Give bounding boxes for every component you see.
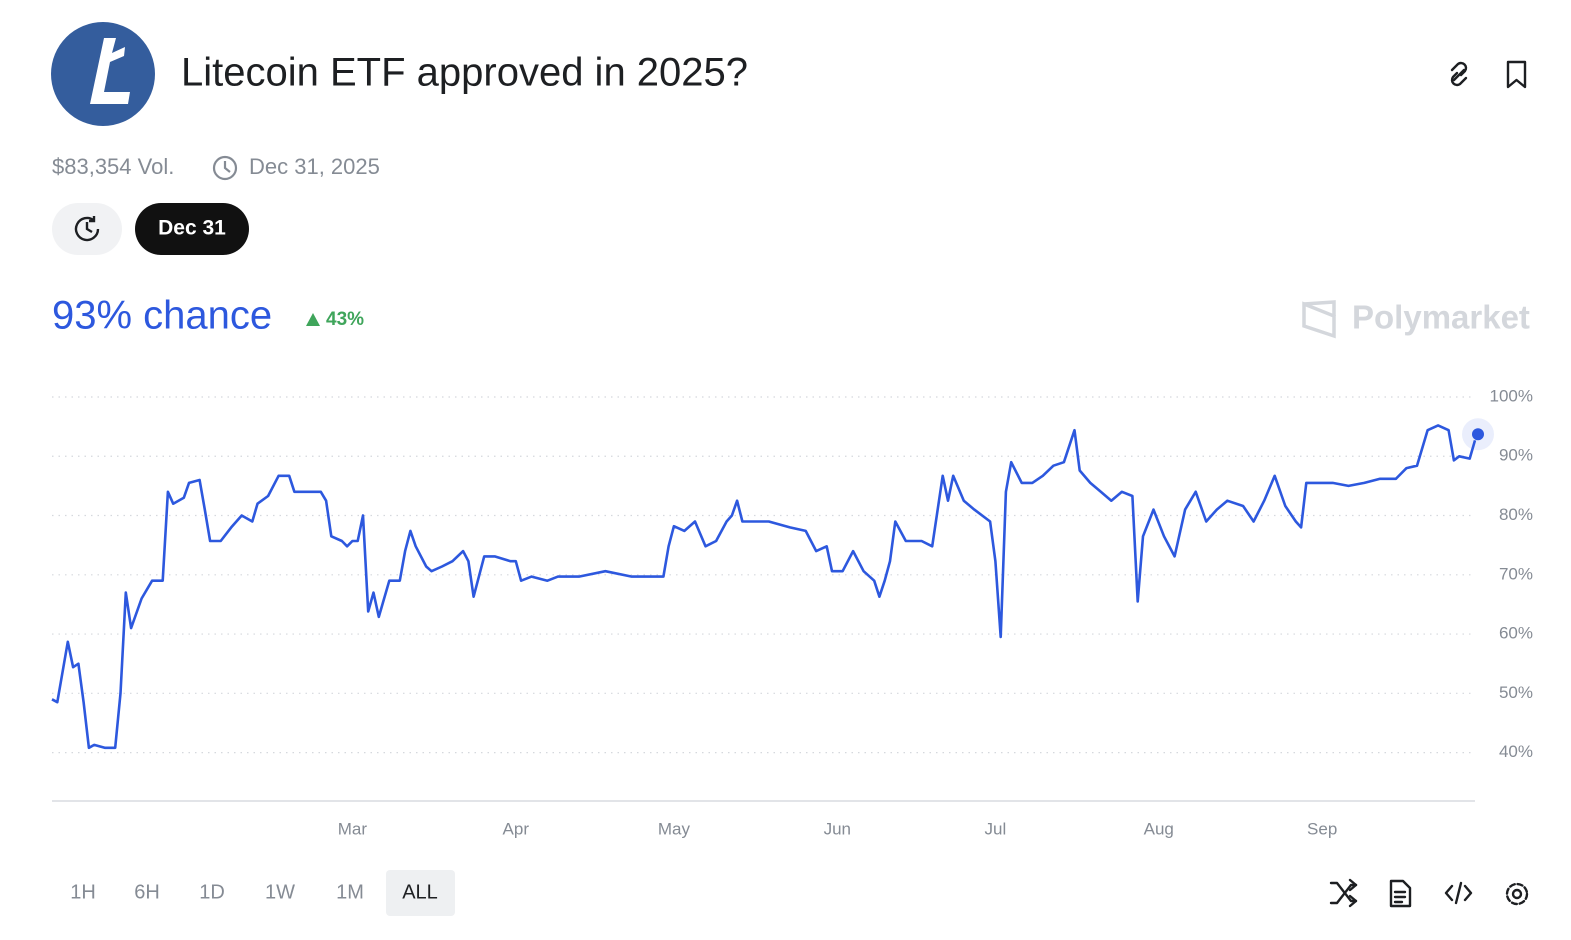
range-button[interactable]: 1D (199, 881, 225, 903)
x-tick-label: Jun (824, 819, 851, 838)
y-tick-label: 100% (1490, 386, 1533, 405)
end-date: Dec 31, 2025 (249, 154, 380, 179)
x-tick-label: May (658, 819, 691, 838)
x-tick-label: Jul (985, 819, 1007, 838)
up-arrow (306, 313, 320, 326)
x-tick-label: Sep (1307, 819, 1337, 838)
x-tick-label: Mar (338, 819, 368, 838)
brand: Polymarket (1352, 299, 1530, 336)
range-active (386, 870, 455, 916)
y-tick-label: 40% (1499, 742, 1533, 761)
bookmark-button[interactable] (1506, 60, 1527, 89)
embed-button[interactable] (1444, 881, 1473, 905)
end-dot (1472, 428, 1484, 441)
brand-logo (1302, 300, 1336, 339)
range-button[interactable]: 6H (134, 881, 160, 903)
y-tick-label: 60% (1499, 624, 1533, 643)
y-tick-label: 50% (1499, 683, 1533, 702)
x-tick-label: Apr (503, 819, 530, 838)
price-line (51, 424, 1477, 750)
range-button[interactable]: 1H (70, 881, 96, 903)
settings-button[interactable] (1505, 882, 1529, 906)
y-tick-label: 80% (1499, 505, 1533, 524)
title: Litecoin ETF approved in 2025? (181, 51, 748, 95)
chance: 93% chance (52, 294, 272, 338)
change: 43% (326, 309, 364, 330)
shuffle-button[interactable] (1329, 878, 1358, 908)
date-pill[interactable] (135, 203, 249, 255)
range-button[interactable]: ALL (402, 881, 438, 903)
date-pill-label: Dec 31 (158, 217, 226, 240)
coin-glyph (90, 38, 130, 104)
y-tick-label: 70% (1499, 564, 1533, 583)
document-button[interactable] (1389, 879, 1412, 908)
x-tick-label: Aug (1144, 819, 1174, 838)
range-button[interactable]: 1M (336, 881, 364, 903)
range-button[interactable]: 1W (265, 881, 295, 903)
y-tick-label: 90% (1499, 446, 1533, 465)
volume: $83,354 Vol. (52, 154, 174, 179)
clock-icon (212, 155, 238, 181)
history-icon (74, 216, 100, 242)
link-button[interactable] (1450, 61, 1468, 87)
